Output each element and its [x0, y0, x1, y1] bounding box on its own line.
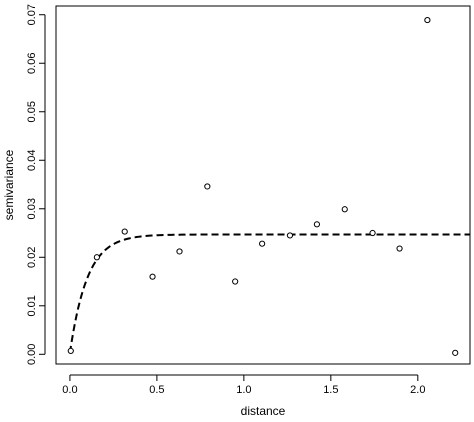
- data-point: [176, 248, 183, 255]
- data-point: [232, 278, 239, 285]
- x-tick-label: 2.0: [410, 384, 425, 396]
- data-point: [93, 254, 100, 261]
- y-tick-label: 0.07: [26, 4, 38, 25]
- x-tick-label: 1.5: [323, 384, 338, 396]
- y-tick-label: 0.02: [26, 247, 38, 268]
- y-tick-label: 0.03: [26, 198, 38, 219]
- y-tick-label: 0.06: [26, 53, 38, 74]
- data-point: [149, 273, 156, 280]
- data-point: [204, 183, 211, 190]
- data-point: [396, 245, 403, 252]
- x-tick-label: 0.0: [62, 384, 77, 396]
- y-axis-label: semivariance: [2, 149, 16, 220]
- data-points: [67, 16, 459, 356]
- data-point: [424, 16, 431, 24]
- data-point: [121, 228, 128, 235]
- x-axis: 0.0 0.5 1.0 1.5 2.0: [62, 374, 425, 396]
- y-tick-label: 0.00: [26, 344, 38, 365]
- x-axis-label: distance: [241, 404, 286, 418]
- y-tick-label: 0.05: [26, 101, 38, 122]
- y-tick-label: 0.01: [26, 295, 38, 316]
- y-tick-label: 0.04: [26, 150, 38, 171]
- data-point: [67, 347, 74, 355]
- x-tick-label: 1.0: [236, 384, 251, 396]
- x-tick-label: 0.5: [149, 384, 164, 396]
- plot-frame: [55, 5, 471, 365]
- y-axis: 0.00 0.01 0.02 0.03 0.04 0.05 0.06 0.07: [26, 4, 46, 365]
- data-point: [341, 206, 348, 213]
- fitted-model-line: [68, 233, 470, 353]
- data-point: [369, 229, 376, 237]
- data-point: [259, 240, 266, 247]
- data-point: [452, 349, 459, 356]
- data-point: [313, 221, 321, 228]
- data-point: [286, 232, 294, 239]
